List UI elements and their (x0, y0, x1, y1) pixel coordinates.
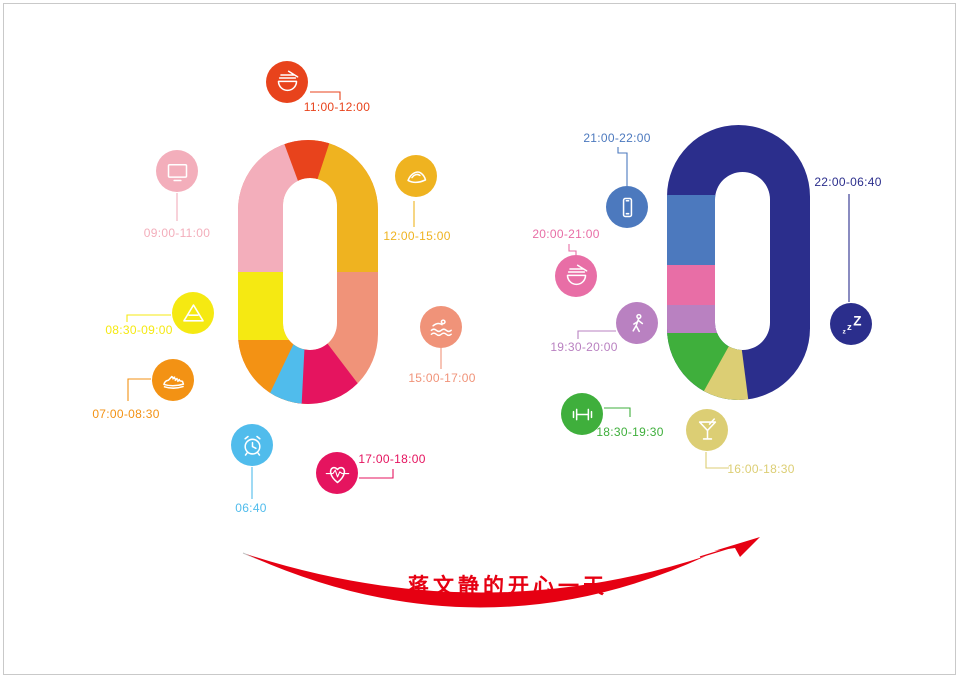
time-label: 17:00-18:00 (358, 452, 426, 466)
svg-text:Z: Z (853, 313, 861, 328)
badge-run (152, 359, 194, 401)
time-label: 12:00-15:00 (383, 229, 451, 243)
badge-afternoon (395, 155, 437, 197)
walking-figure-icon (631, 313, 643, 332)
connector-run (127, 378, 151, 401)
time-label: 08:30-09:00 (105, 323, 173, 337)
time-label: 20:00-21:00 (532, 227, 600, 241)
badge-tv (156, 150, 198, 192)
smile-arrow-body (246, 554, 706, 608)
bird-icon (406, 170, 426, 183)
ring-left-segment-lunch (281, 140, 332, 208)
time-label: 21:00-22:00 (583, 131, 651, 145)
ring-right-segment-phone (667, 195, 739, 265)
dumbbell-icon (572, 408, 592, 420)
badge-lunch (266, 61, 308, 103)
time-label: 16:00-18:30 (727, 462, 795, 476)
ring-left-segment-breakfast (238, 272, 308, 340)
smile-arrow (242, 537, 760, 608)
heartbeat-icon (325, 466, 349, 483)
connector-walk (577, 330, 616, 339)
badge-swim (420, 306, 462, 348)
tv-screen-icon (167, 163, 187, 181)
cocktail-icon (698, 417, 716, 440)
swimmer-icon (430, 318, 452, 336)
running-shoe-icon (162, 375, 184, 389)
connector-lines (126, 91, 850, 499)
connector-drinks (705, 452, 729, 469)
time-label: 22:00-06:40 (814, 175, 882, 189)
badge-workout (316, 452, 358, 494)
svg-text:z: z (847, 322, 852, 333)
smartphone-icon (622, 197, 632, 217)
connector-phone (617, 147, 628, 186)
badge-walk (616, 302, 658, 344)
badge-wake (231, 424, 273, 466)
connector-workout (359, 469, 394, 479)
noodle-bowl-icon (277, 69, 298, 91)
time-label: 19:30-20:00 (550, 340, 618, 354)
noodle-bowl-icon (566, 263, 587, 285)
sandwich-icon (182, 303, 204, 322)
badge-drinks (686, 409, 728, 451)
ring-right-segment-dinner (667, 265, 739, 305)
ring-left (238, 140, 378, 404)
alarm-clock-icon (243, 435, 261, 456)
connector-gym (604, 407, 631, 417)
time-label: 09:00-11:00 (143, 226, 211, 240)
badge-phone (606, 186, 648, 228)
time-label: 06:40 (235, 501, 267, 515)
connector-dinner (568, 244, 577, 255)
time-label: 07:00-08:30 (92, 407, 160, 421)
connector-breakfast (126, 314, 171, 322)
badge-breakfast (172, 292, 214, 334)
badge-dinner (555, 255, 597, 297)
banner-title: 蒋文静的开心一天 (408, 575, 608, 598)
time-label: 18:30-19:30 (596, 425, 664, 439)
ring-right-segment-walk (667, 305, 739, 333)
svg-text:z: z (842, 328, 846, 335)
smile-arrow-head (714, 537, 760, 557)
time-label: 11:00-12:00 (303, 100, 371, 114)
ring-right (667, 125, 810, 400)
time-label: 15:00-17:00 (408, 371, 476, 385)
connector-lunch (310, 91, 341, 100)
badge-gym (561, 393, 603, 435)
